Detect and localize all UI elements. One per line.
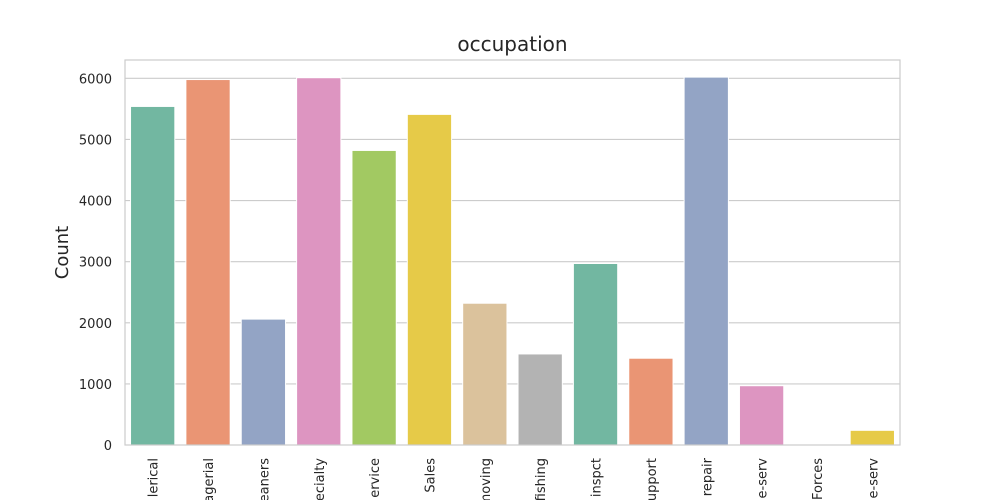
x-tick-label: inspct	[590, 458, 605, 497]
x-tick-labels: lerical agerial eaners ecialty ervice Sales mo…	[147, 457, 882, 500]
bar	[406, 113, 453, 446]
chart-title: occupation	[457, 32, 567, 56]
x-tick-label: e-serv	[866, 458, 881, 499]
bar	[185, 79, 231, 446]
y-axis-title: Count	[52, 226, 73, 279]
x-tick-label: lerical	[147, 458, 162, 497]
y-tick-label: 2000	[79, 317, 112, 332]
bar	[738, 385, 785, 446]
bar	[462, 302, 508, 446]
y-tick-label: 4000	[79, 195, 112, 210]
x-tick-label: upport	[645, 458, 660, 500]
x-tick-label: agerial	[202, 458, 217, 500]
x-tick-label: ervice	[368, 458, 383, 498]
x-tick-label: repair	[700, 457, 715, 496]
x-tick-label: ecialty	[313, 458, 328, 500]
y-tick-labels: 0 1000 2000 3000 4000 5000 6000	[79, 72, 112, 454]
bar	[849, 429, 895, 446]
bar	[572, 263, 619, 446]
bar	[240, 318, 287, 446]
y-tick-label: 5000	[79, 133, 112, 148]
x-tick-label: fishing	[534, 458, 549, 500]
bar	[683, 76, 729, 446]
bar	[517, 353, 563, 446]
y-tick-label: 6000	[79, 72, 112, 87]
x-tick-label: Forces	[811, 458, 826, 500]
bar	[628, 357, 674, 446]
y-tick-label: 1000	[79, 378, 112, 393]
x-tick-label: Sales	[423, 458, 438, 493]
x-tick-label: moving	[479, 458, 494, 500]
bars	[130, 76, 895, 446]
bar	[296, 77, 342, 446]
y-tick-label: 0	[104, 439, 112, 454]
bar	[130, 105, 176, 446]
x-tick-label: e-serv	[756, 458, 771, 499]
plot-frame	[124, 59, 901, 446]
bar	[351, 149, 397, 446]
y-tick-label: 3000	[79, 256, 112, 271]
x-tick-label: eaners	[257, 458, 272, 500]
